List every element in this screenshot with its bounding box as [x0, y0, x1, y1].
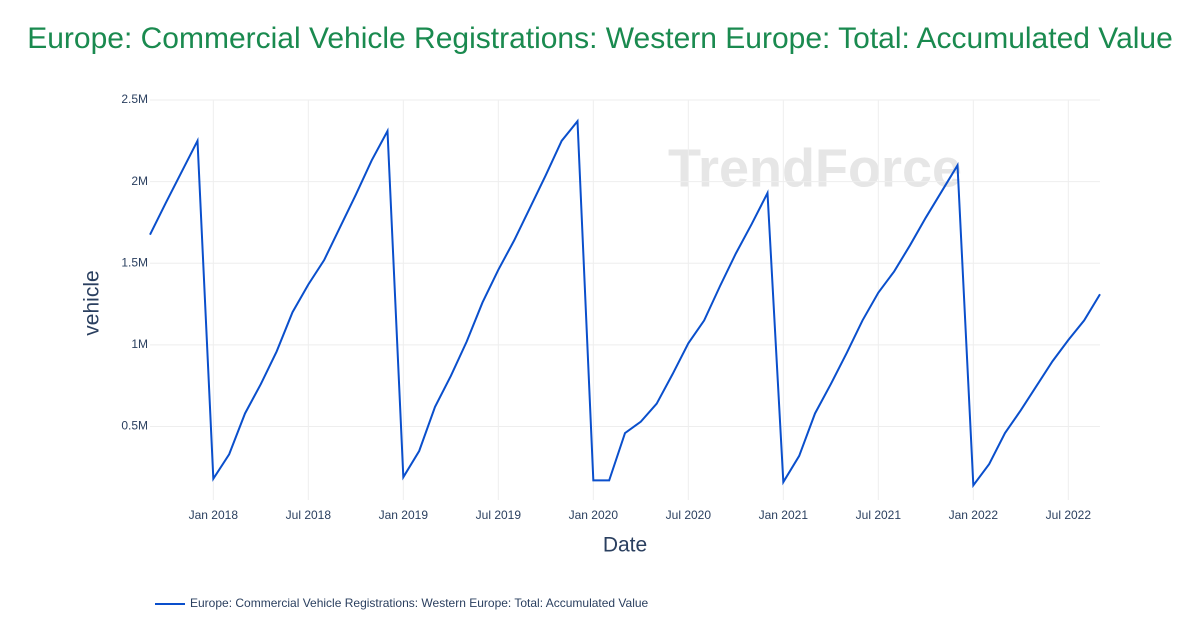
x-tick-label: Jul 2021	[856, 508, 902, 522]
x-tick-label: Jul 2022	[1046, 508, 1092, 522]
x-tick-label: Jan 2020	[569, 508, 619, 522]
chart-title: Europe: Commercial Vehicle Registrations…	[27, 22, 1173, 55]
line-series	[149, 118, 1101, 489]
x-tick-label: Jul 2018	[286, 508, 332, 522]
x-tick-label: Jan 2021	[759, 508, 809, 522]
y-tick-label: 1M	[131, 337, 148, 351]
y-tick-label: 2M	[131, 174, 148, 188]
x-tick-label: Jan 2019	[379, 508, 429, 522]
x-tick-label: Jul 2020	[666, 508, 712, 522]
watermark: TrendForce	[668, 138, 962, 198]
y-axis-title: vehicle	[81, 270, 104, 335]
x-axis-title: Date	[603, 534, 647, 557]
x-tick-label: Jan 2022	[949, 508, 999, 522]
y-tick-label: 1.5M	[121, 255, 148, 269]
legend-label: Europe: Commercial Vehicle Registrations…	[190, 596, 649, 610]
y-tick-label: 2.5M	[121, 92, 148, 106]
x-tick-label: Jul 2019	[476, 508, 522, 522]
y-tick-label: 0.5M	[121, 419, 148, 433]
x-tick-label: Jan 2018	[189, 508, 239, 522]
